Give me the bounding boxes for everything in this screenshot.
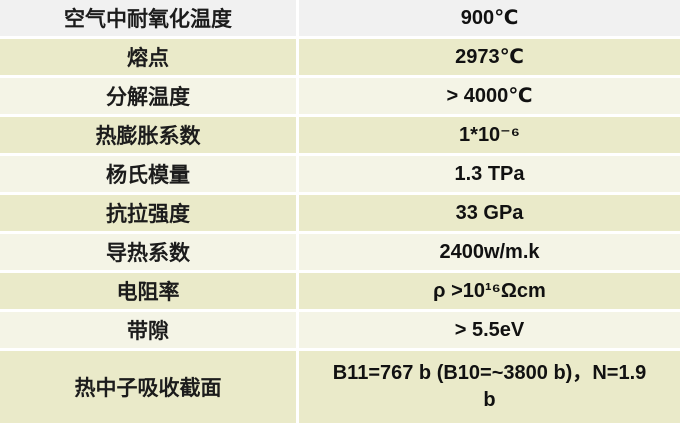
property-value: ρ >10¹⁶Ωcm	[299, 273, 680, 309]
property-value: > 4000℃	[299, 78, 680, 114]
property-value: B11=767 b (B10=~3800 b)，N=1.9 b	[299, 351, 680, 423]
property-value: > 5.5eV	[299, 312, 680, 348]
property-value: 1*10⁻⁶	[299, 117, 680, 153]
property-value: 2400w/m.k	[299, 234, 680, 270]
property-label: 杨氏模量	[0, 156, 296, 192]
property-value: 2973℃	[299, 39, 680, 75]
property-label: 热中子吸收截面	[0, 351, 296, 423]
property-label: 导热系数	[0, 234, 296, 270]
property-label: 熔点	[0, 39, 296, 75]
property-label: 热膨胀系数	[0, 117, 296, 153]
property-label: 带隙	[0, 312, 296, 348]
property-label: 空气中耐氧化温度	[0, 0, 296, 36]
property-label: 电阻率	[0, 273, 296, 309]
property-label: 分解温度	[0, 78, 296, 114]
property-value: 1.3 TPa	[299, 156, 680, 192]
property-label: 抗拉强度	[0, 195, 296, 231]
property-value: 33 GPa	[299, 195, 680, 231]
property-value: 900℃	[299, 0, 680, 36]
